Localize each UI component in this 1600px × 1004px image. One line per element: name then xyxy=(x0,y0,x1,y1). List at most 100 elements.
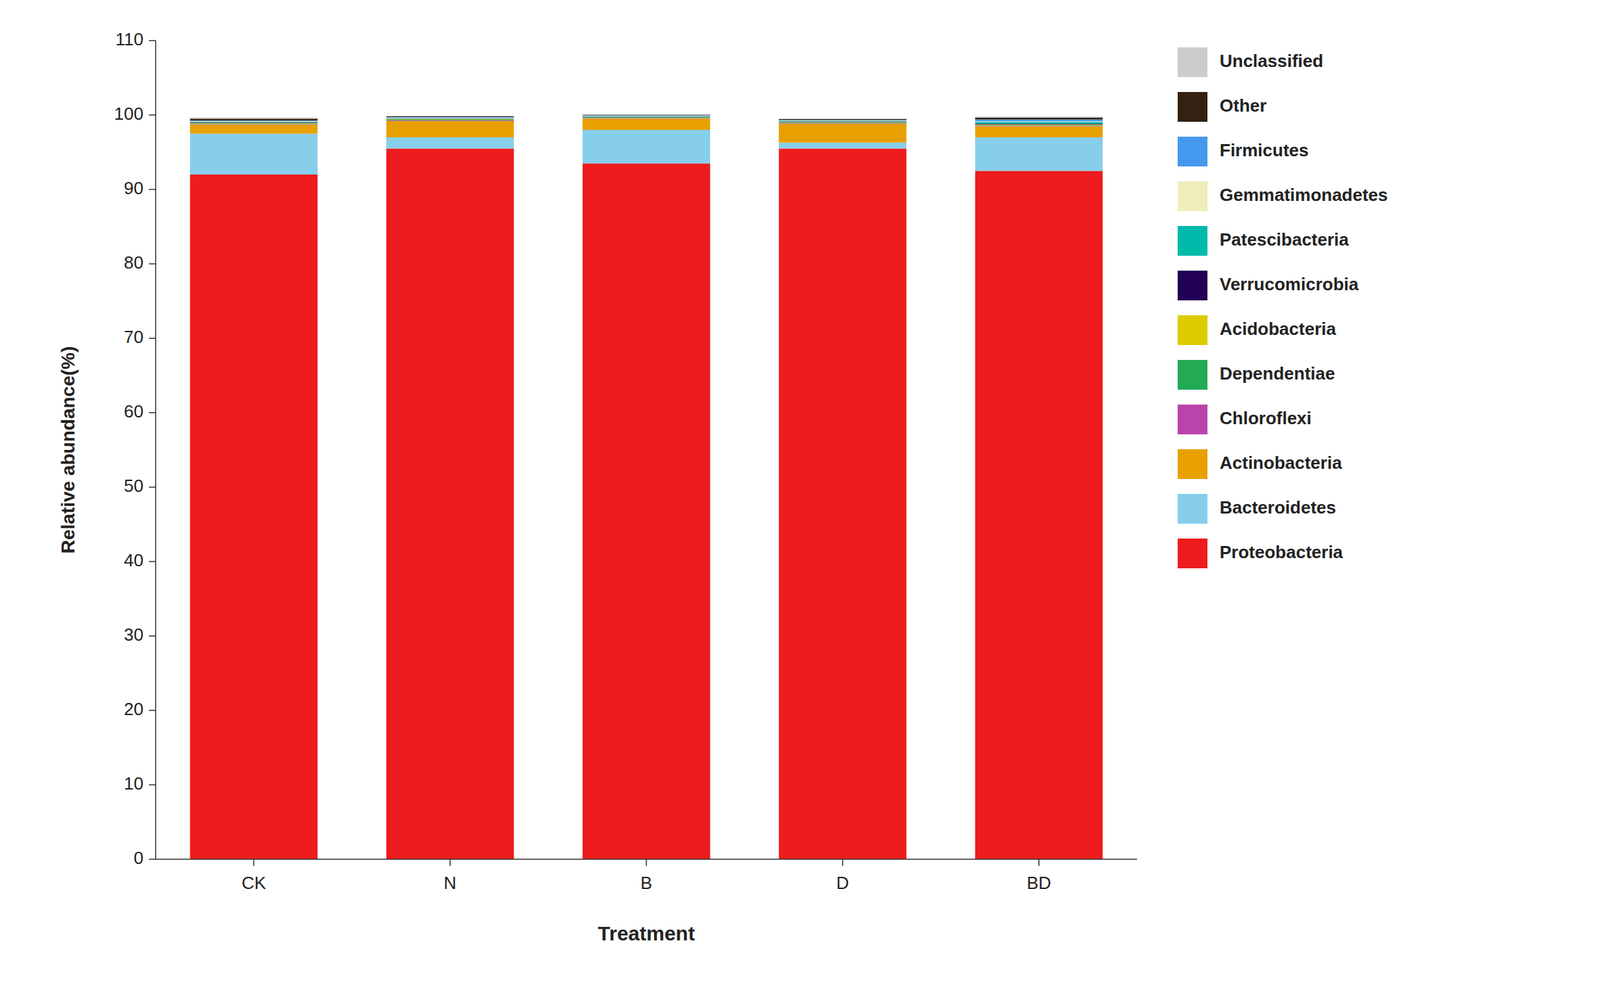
bar-segment xyxy=(190,121,319,123)
bar-segment xyxy=(386,116,515,118)
bar-segment xyxy=(190,134,319,176)
legend-swatch xyxy=(1177,136,1208,167)
bar-segment xyxy=(975,123,1104,126)
y-tick-label: 40 xyxy=(123,550,144,571)
bar-segment xyxy=(779,142,907,149)
y-tick xyxy=(148,858,156,861)
legend-label: Chloroflexi xyxy=(1219,408,1312,429)
background xyxy=(0,0,1600,1004)
legend-label: Other xyxy=(1219,95,1267,116)
bar-segment xyxy=(779,121,907,124)
bar-segment xyxy=(975,171,1104,861)
bar-segment xyxy=(582,115,711,118)
x-axis-label: Treatment xyxy=(597,922,695,945)
y-tick xyxy=(148,114,156,116)
bar-segment xyxy=(779,119,907,122)
y-tick-label: 50 xyxy=(123,475,144,497)
legend-label: Dependentiae xyxy=(1219,363,1336,384)
legend: Unclassified Other Firmicutes Gemmatimonade… xyxy=(1177,47,1389,569)
bar-segment xyxy=(386,117,515,120)
x-tick-label: CK xyxy=(241,873,267,894)
bar-segment xyxy=(975,124,1104,126)
bar-segment xyxy=(975,137,1104,172)
bar-segment xyxy=(779,118,907,120)
bar-segment xyxy=(386,119,515,122)
y-axis-line xyxy=(154,40,157,860)
x-tick xyxy=(645,859,648,867)
bar-segment xyxy=(779,148,907,861)
bar-segment xyxy=(190,174,319,860)
bar-segment xyxy=(975,125,1104,127)
legend-swatch xyxy=(1177,449,1208,480)
bar-segment xyxy=(582,119,711,131)
legend-label: Gemmatimonadetes xyxy=(1219,184,1389,206)
chart: 0102030405060708090100110CKNBDBDTreatmen… xyxy=(0,0,1600,1004)
bar-segment xyxy=(190,124,319,134)
y-axis-label: Relative abundance(%) xyxy=(57,346,79,555)
legend-swatch xyxy=(1177,494,1208,524)
bar-segment xyxy=(779,123,907,143)
bar-segment xyxy=(582,115,711,117)
bar-segment xyxy=(386,119,515,121)
bar-segment xyxy=(190,122,319,124)
bar-segment xyxy=(190,121,319,124)
x-tick-label: B xyxy=(640,873,652,894)
y-tick xyxy=(148,263,156,265)
legend-swatch xyxy=(1177,181,1208,212)
y-tick-label: 20 xyxy=(123,699,144,720)
bar-segment xyxy=(386,137,515,149)
bar-segment xyxy=(190,121,319,123)
bar-segment xyxy=(582,114,711,116)
y-tick xyxy=(148,188,156,191)
x-tick xyxy=(449,859,451,867)
bar-segment xyxy=(386,121,515,138)
bar-segment xyxy=(386,118,515,120)
bar-segment xyxy=(975,126,1104,139)
legend-label: Unclassified xyxy=(1219,50,1324,72)
bar-segment xyxy=(190,123,319,125)
legend-label: Proteobacteria xyxy=(1219,542,1344,563)
legend-label: Acidobacteria xyxy=(1219,318,1337,340)
legend-label: Bacteroidetes xyxy=(1219,497,1337,518)
bar-segment xyxy=(975,117,1104,120)
legend-label: Patescibacteria xyxy=(1219,229,1349,250)
legend-label: Verrucomicrobia xyxy=(1219,274,1360,295)
y-tick xyxy=(148,486,156,488)
legend-swatch xyxy=(1177,270,1208,301)
bar-segment xyxy=(582,117,711,120)
bar-segment xyxy=(582,116,711,118)
y-tick xyxy=(148,39,156,42)
y-tick xyxy=(148,561,156,563)
x-tick xyxy=(253,859,255,867)
legend-label: Actinobacteria xyxy=(1219,452,1343,474)
x-tick-label: N xyxy=(443,873,457,894)
y-tick-label: 100 xyxy=(114,103,144,124)
legend-swatch xyxy=(1177,404,1208,435)
axes: 0102030405060708090100110CKNBDBD xyxy=(114,29,1138,894)
bar-segment xyxy=(975,116,1104,118)
bar-segment xyxy=(582,129,711,164)
legend-swatch xyxy=(1177,226,1208,256)
bar-segment xyxy=(582,116,711,118)
legend-swatch xyxy=(1177,47,1208,78)
x-tick-label: BD xyxy=(1026,873,1052,894)
bar-segment xyxy=(779,122,907,124)
y-tick-label: 70 xyxy=(123,326,144,348)
bar-segment xyxy=(190,117,319,120)
x-tick-label: D xyxy=(836,873,850,894)
bar-segment xyxy=(779,119,907,120)
bar-segment xyxy=(582,117,711,119)
bar-segment xyxy=(582,163,711,861)
bar-segment xyxy=(582,114,711,116)
legend-label: Firmicutes xyxy=(1219,140,1309,161)
legend-swatch xyxy=(1177,538,1208,569)
legend-swatch xyxy=(1177,92,1208,122)
y-tick-label: 110 xyxy=(115,29,144,50)
bar-segment xyxy=(190,123,319,126)
y-tick xyxy=(148,784,156,786)
y-tick-label: 0 xyxy=(134,848,144,869)
legend-swatch xyxy=(1177,360,1208,390)
bar-segment xyxy=(386,116,515,118)
y-tick xyxy=(148,709,156,712)
x-tick xyxy=(841,859,844,867)
